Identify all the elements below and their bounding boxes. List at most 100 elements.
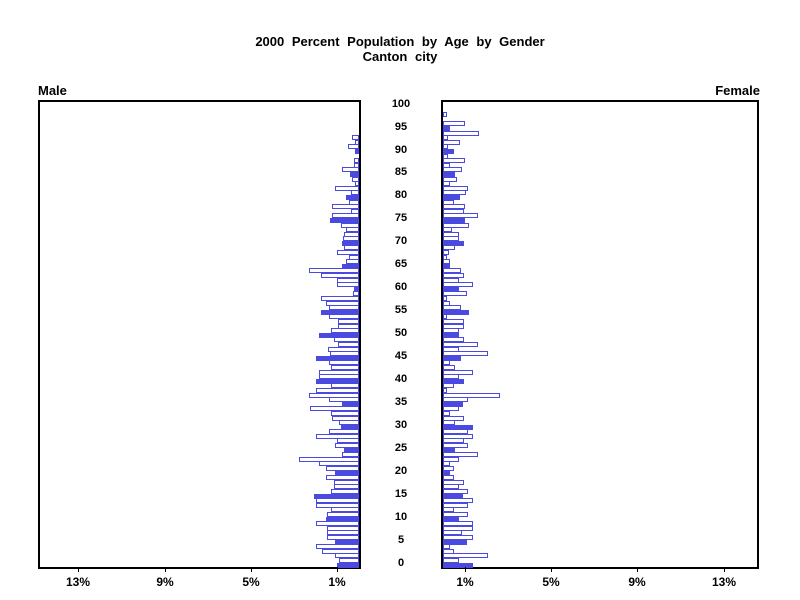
male-bar-age-37 <box>309 392 359 398</box>
female-bar-age-79 <box>443 199 454 205</box>
female-bar-age-8 <box>443 525 473 531</box>
male-bar-age-35 <box>342 401 359 407</box>
male-bar-age-70 <box>342 240 359 246</box>
male-axis-label-13pct: 13% <box>65 575 91 589</box>
female-bar-age-27 <box>443 438 464 444</box>
male-axis-tick-13pct <box>78 567 79 572</box>
male-bar-age-46 <box>330 351 359 357</box>
female-bar-age-95 <box>443 126 450 131</box>
age-axis: 0 5 10 15 20 25 30 35 40 45 50 55 60 65 70 75 80 85 90 95 10… <box>361 98 441 570</box>
female-bar-age-81 <box>443 190 466 196</box>
male-bar-age-55 <box>321 309 359 315</box>
male-bar-age-87 <box>354 162 359 168</box>
male-bar-age-28 <box>316 433 359 439</box>
male-bar-age-30 <box>341 424 359 430</box>
female-bar-age-85 <box>443 171 455 177</box>
male-bar-age-27 <box>337 438 359 444</box>
female-bar-age-70 <box>443 240 464 246</box>
female-bar-age-23 <box>443 456 459 462</box>
female-bar-age-0 <box>443 562 473 568</box>
age-tick-label-55: 55 <box>394 304 408 317</box>
female-bar-age-71 <box>443 236 459 242</box>
female-axis-tick-5pct <box>551 567 552 572</box>
female-bar-age-25 <box>443 447 455 453</box>
female-panel-label: Female <box>715 83 760 98</box>
male-bar-age-59 <box>353 291 359 297</box>
male-panel: 1% 5% 9% 13% <box>38 100 361 589</box>
male-bar-age-86 <box>342 167 359 173</box>
male-bar-age-24 <box>342 452 359 458</box>
male-bar-age-31 <box>339 420 359 426</box>
male-bar-age-52 <box>338 323 359 329</box>
age-tick-label-90: 90 <box>394 143 408 156</box>
female-bar-age-21 <box>443 466 454 471</box>
female-panel: 1% 5% 9% 13% <box>441 100 759 589</box>
male-bar-age-29 <box>329 429 359 435</box>
male-bar-age-42 <box>319 369 359 375</box>
male-bar-age-93 <box>352 135 359 141</box>
female-bar-age-31 <box>443 420 455 426</box>
female-bar-age-92 <box>443 139 460 145</box>
age-tick-label-50: 50 <box>394 327 408 340</box>
female-bar-age-10 <box>443 516 459 522</box>
male-bar-age-74 <box>341 222 359 228</box>
female-axis-tick-1pct <box>465 567 466 572</box>
male-bar-age-57 <box>326 300 359 306</box>
male-bar-age-92 <box>355 139 359 145</box>
male-bar-age-73 <box>346 227 359 233</box>
male-bar-age-56 <box>329 305 359 311</box>
male-bar-age-85 <box>350 171 359 177</box>
female-bar-age-38 <box>443 387 447 393</box>
male-bar-age-25 <box>344 447 359 453</box>
male-bar-age-49 <box>334 337 359 343</box>
male-panel-label: Male <box>38 83 67 98</box>
male-bar-age-26 <box>335 443 359 448</box>
male-bar-age-75 <box>330 217 359 223</box>
male-bar-age-12 <box>331 507 359 513</box>
male-bar-age-77 <box>351 208 359 214</box>
female-bar-age-24 <box>443 452 478 458</box>
female-bar-age-42 <box>443 369 473 375</box>
female-bar-age-53 <box>443 319 464 324</box>
age-tick-label-40: 40 <box>394 373 408 386</box>
male-bar-age-64 <box>309 268 359 274</box>
female-bar-age-3 <box>443 548 454 554</box>
female-bar-age-83 <box>443 181 450 187</box>
age-tick-label-0: 0 <box>397 557 405 569</box>
female-axis-label-1pct: 1% <box>456 575 474 589</box>
age-tick-label-95: 95 <box>394 120 408 133</box>
female-bar-age-57 <box>443 300 450 306</box>
female-bar-age-32 <box>443 415 464 421</box>
female-bar-age-37 <box>443 392 500 398</box>
chart-title: 2000 Percent Population by Age by Gender… <box>0 34 800 64</box>
male-bar-age-82 <box>335 185 359 191</box>
male-bar-age-72 <box>344 231 359 237</box>
female-bar-age-9 <box>443 521 473 527</box>
female-bar-age-67 <box>443 254 447 260</box>
female-bar-age-12 <box>443 507 454 513</box>
female-bar-age-56 <box>443 305 461 311</box>
female-bar-age-13 <box>443 502 468 508</box>
age-tick-label-85: 85 <box>394 166 408 179</box>
male-bar-age-11 <box>327 512 359 517</box>
male-bar-age-19 <box>326 475 359 481</box>
female-bar-age-65 <box>443 263 450 269</box>
female-bar-age-5 <box>443 539 467 545</box>
female-bar-age-44 <box>443 360 450 366</box>
male-bar-age-4 <box>316 544 359 550</box>
female-bar-age-91 <box>443 144 448 150</box>
male-bar-age-36 <box>329 397 359 403</box>
female-bar-age-62 <box>443 277 459 283</box>
male-bar-age-1 <box>339 557 359 563</box>
male-bar-age-2 <box>335 553 359 559</box>
male-bar-age-84 <box>352 176 359 182</box>
male-bar-age-16 <box>331 489 359 494</box>
male-axis-tick-1pct <box>337 567 338 572</box>
age-tick-label-5: 5 <box>397 534 405 546</box>
age-tick-label-15: 15 <box>394 488 408 501</box>
male-bar-age-18 <box>334 479 359 485</box>
female-bar-age-17 <box>443 484 459 490</box>
female-bar-age-49 <box>443 337 464 343</box>
age-tick-label-65: 65 <box>394 258 408 271</box>
male-bar-age-66 <box>346 259 359 265</box>
